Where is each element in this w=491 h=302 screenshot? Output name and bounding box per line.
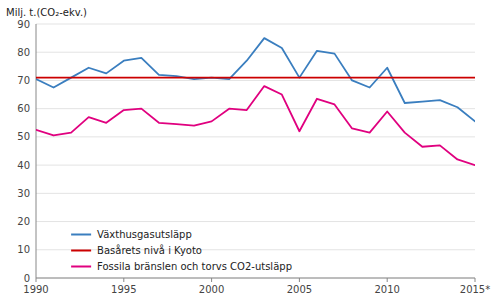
grid-line	[36, 108, 475, 109]
lines	[36, 38, 475, 165]
y-grid	[36, 24, 475, 278]
x-axis-line	[36, 278, 475, 279]
x-tick	[211, 278, 212, 282]
legend-label: Basårets nivå i Kyoto	[97, 244, 202, 256]
y-tick-label: 0	[24, 273, 30, 284]
line-series	[36, 86, 475, 165]
y-tick-label: 50	[17, 131, 30, 142]
grid-line	[36, 221, 475, 222]
y-tick-label: 80	[17, 47, 30, 58]
x-tick	[299, 278, 300, 282]
legend-swatch	[71, 250, 91, 252]
y-tick-label: 90	[17, 19, 30, 30]
y-tick-label: 10	[17, 244, 30, 255]
y-axis-label: Milj. t.(CO₂-ekv.)	[6, 7, 87, 18]
y-tick-label: 60	[17, 103, 30, 114]
x-tick-label: 1995	[111, 284, 136, 295]
x-tick-label: 2000	[199, 284, 224, 295]
x-tick-label: 2015*	[460, 284, 490, 295]
grid-line	[36, 52, 475, 53]
legend-label: Fossila bränslen och torvs CO2-utsläpp	[97, 261, 292, 272]
legend-swatch	[71, 266, 91, 268]
grid-line	[36, 80, 475, 81]
grid-line	[36, 165, 475, 166]
x-tick	[36, 278, 37, 282]
x-tick-label: 2005	[287, 284, 312, 295]
x-tick	[387, 278, 388, 282]
line-series	[36, 77, 475, 79]
grid-line	[36, 193, 475, 194]
grid-line	[36, 24, 475, 25]
x-tick-label: 2010	[374, 284, 399, 295]
y-tick-label: 20	[17, 216, 30, 227]
x-tick-label: 1990	[23, 284, 48, 295]
line-series	[36, 38, 475, 121]
y-tick-label: 70	[17, 75, 30, 86]
y-tick-label: 40	[17, 160, 30, 171]
grid-line	[36, 278, 475, 279]
x-tick	[475, 278, 476, 282]
legend-label: Växthusgasutsläpp	[97, 229, 192, 240]
y-axis-line	[36, 24, 37, 278]
x-tick	[123, 278, 124, 282]
legend: Växthusgasutsläpp Basårets nivå i Kyoto Fo…	[71, 229, 292, 272]
legend-swatch	[71, 234, 91, 236]
y-tick-label: 30	[17, 188, 30, 199]
chart: 0 10 20 30 40 50 60 70 80 90 1990 1995 2000 2005 2010 2…	[0, 0, 491, 302]
